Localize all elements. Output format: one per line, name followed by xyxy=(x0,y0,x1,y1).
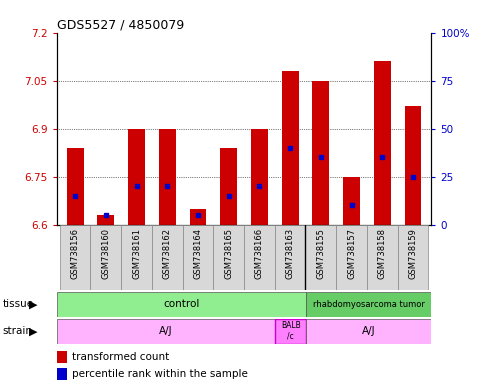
Bar xyxy=(67,148,84,225)
Bar xyxy=(336,225,367,290)
Bar xyxy=(313,81,329,225)
Bar xyxy=(57,351,67,363)
Text: GSM738164: GSM738164 xyxy=(193,228,203,279)
Bar xyxy=(251,129,268,225)
Text: percentile rank within the sample: percentile rank within the sample xyxy=(71,369,247,379)
Bar xyxy=(213,225,244,290)
Bar xyxy=(182,225,213,290)
Text: A/J: A/J xyxy=(159,326,173,336)
Text: GSM738162: GSM738162 xyxy=(163,228,172,279)
Bar xyxy=(282,71,299,225)
Bar xyxy=(60,225,91,290)
Text: BALB
/c: BALB /c xyxy=(281,321,301,341)
Bar xyxy=(306,225,336,290)
Bar xyxy=(307,292,431,317)
Text: GDS5527 / 4850079: GDS5527 / 4850079 xyxy=(57,18,184,31)
Bar xyxy=(98,215,114,225)
Bar xyxy=(275,225,306,290)
Bar xyxy=(404,106,422,225)
Bar xyxy=(307,319,431,344)
Bar xyxy=(57,292,307,317)
Bar xyxy=(152,225,182,290)
Text: transformed count: transformed count xyxy=(71,352,169,362)
Text: GSM738160: GSM738160 xyxy=(102,228,110,279)
Text: GSM738163: GSM738163 xyxy=(285,228,295,279)
Bar xyxy=(57,319,275,344)
Text: GSM738165: GSM738165 xyxy=(224,228,233,279)
Bar xyxy=(159,129,176,225)
Bar xyxy=(57,368,67,380)
Text: GSM738155: GSM738155 xyxy=(317,228,325,279)
Bar xyxy=(121,225,152,290)
Text: rhabdomyosarcoma tumor: rhabdomyosarcoma tumor xyxy=(313,300,425,309)
Text: ▶: ▶ xyxy=(29,326,38,336)
Text: GSM738159: GSM738159 xyxy=(408,228,418,279)
Text: control: control xyxy=(163,299,200,310)
Text: strain: strain xyxy=(2,326,33,336)
Bar xyxy=(189,209,207,225)
Text: GSM738158: GSM738158 xyxy=(378,228,387,279)
Bar xyxy=(220,148,237,225)
Text: ▶: ▶ xyxy=(29,299,38,310)
Text: A/J: A/J xyxy=(362,326,376,336)
Text: GSM738161: GSM738161 xyxy=(132,228,141,279)
Bar xyxy=(275,319,307,344)
Text: GSM738157: GSM738157 xyxy=(347,228,356,279)
Bar xyxy=(128,129,145,225)
Text: GSM738166: GSM738166 xyxy=(255,228,264,279)
Text: GSM738156: GSM738156 xyxy=(70,228,80,279)
Bar xyxy=(343,177,360,225)
Bar xyxy=(374,61,390,225)
Bar xyxy=(91,225,121,290)
Text: tissue: tissue xyxy=(2,299,34,310)
Bar xyxy=(244,225,275,290)
Bar xyxy=(397,225,428,290)
Bar xyxy=(367,225,397,290)
